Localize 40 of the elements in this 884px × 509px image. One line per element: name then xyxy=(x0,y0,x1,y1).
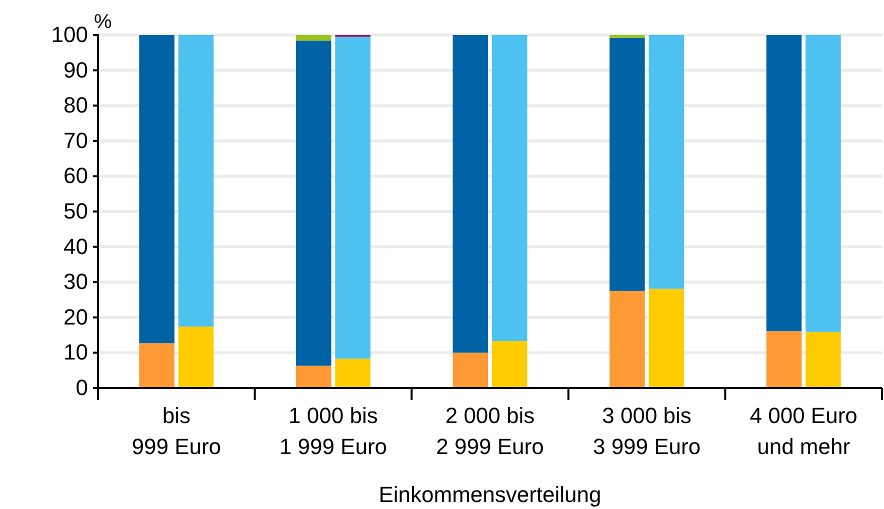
x-axis-title: Einkommensverteilung xyxy=(378,482,602,507)
bar xyxy=(806,35,841,332)
bar xyxy=(766,35,802,332)
y-tick-label: 90 xyxy=(64,57,88,82)
x-tick-label: 1 000 bis 1 999 Euro xyxy=(279,403,388,459)
bar xyxy=(648,288,684,388)
bar xyxy=(610,38,645,291)
bar xyxy=(296,40,332,366)
bar xyxy=(492,341,528,388)
y-tick-label: 70 xyxy=(64,128,88,153)
bar xyxy=(648,35,684,289)
y-tick-label: 60 xyxy=(64,163,88,188)
y-tick-label: 30 xyxy=(64,269,88,294)
bar xyxy=(452,352,488,388)
bar xyxy=(806,332,841,388)
bar xyxy=(178,35,214,327)
y-tick-label: 10 xyxy=(64,340,88,365)
y-tick-label: 50 xyxy=(64,198,88,224)
bar xyxy=(296,366,332,388)
bar xyxy=(178,326,214,388)
bar xyxy=(335,358,370,388)
bar xyxy=(492,35,528,342)
bar xyxy=(610,35,645,38)
bar xyxy=(139,343,174,388)
y-tick-label: 40 xyxy=(64,234,88,259)
x-tick-label: bis 999 Euro xyxy=(132,403,222,459)
bar xyxy=(335,36,370,359)
y-axis-title: % xyxy=(94,11,112,33)
x-tick-label: 2 000 bis 2 999 Euro xyxy=(436,403,544,459)
y-tick-label: 100 xyxy=(51,22,88,48)
x-tick-label: 3 000 bis 3 999 Euro xyxy=(592,403,701,459)
y-tick-label: 20 xyxy=(64,304,88,330)
bar xyxy=(610,290,645,388)
y-tick-label: 0 xyxy=(76,375,88,400)
bar xyxy=(296,35,332,41)
x-tick-label: 4 000 Euro und mehr xyxy=(750,403,858,459)
bar xyxy=(452,35,488,353)
bar xyxy=(766,331,802,388)
bar xyxy=(139,35,174,344)
y-tick-label: 80 xyxy=(64,92,88,118)
